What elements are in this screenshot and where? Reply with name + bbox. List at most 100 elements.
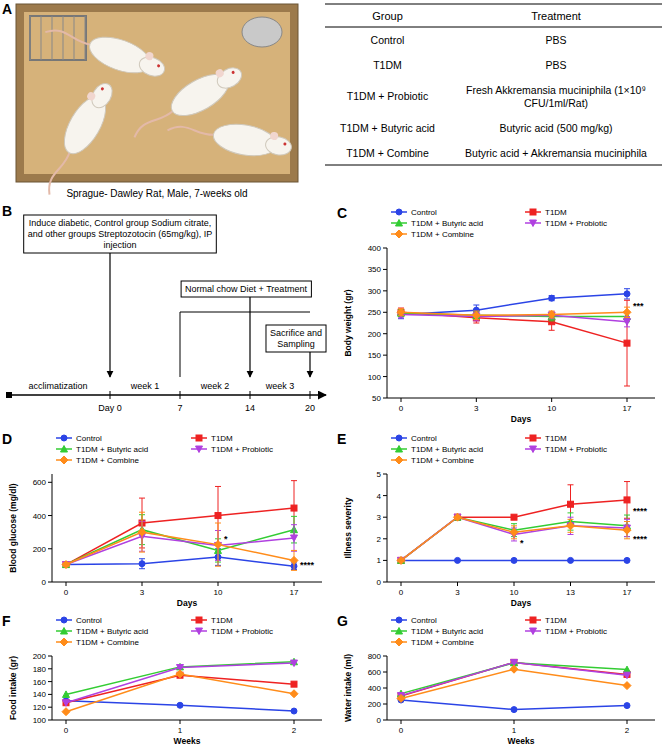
legend-marker bbox=[530, 628, 537, 635]
series bbox=[63, 698, 297, 714]
y-tick bbox=[48, 707, 52, 708]
error-cap bbox=[291, 480, 297, 481]
rat-tail bbox=[131, 108, 176, 137]
rack-bar bbox=[30, 16, 31, 60]
legend-label: T1DM + Combine bbox=[411, 230, 474, 239]
y-tick-label: 50 bbox=[372, 394, 381, 403]
timeline-tick bbox=[250, 391, 251, 399]
table-cell-line: T1DM + Butyric acid bbox=[340, 122, 435, 134]
x-tick-label: 2 bbox=[292, 726, 297, 735]
x-tick bbox=[218, 582, 219, 586]
legend-marker bbox=[396, 617, 402, 623]
table-cell: PBS bbox=[545, 59, 566, 71]
rat-ear bbox=[270, 131, 279, 140]
timeline-arrow bbox=[109, 253, 110, 377]
point bbox=[511, 557, 517, 563]
series bbox=[398, 514, 631, 564]
table-cell: PBS bbox=[545, 34, 566, 46]
table-header: Group bbox=[372, 10, 403, 22]
y-tick-label: 3 bbox=[377, 513, 382, 522]
point bbox=[290, 556, 298, 564]
x-axis-title: Weeks bbox=[508, 736, 535, 746]
legend-label: Control bbox=[411, 434, 437, 443]
series bbox=[398, 289, 630, 319]
x-tick-label: 10 bbox=[214, 588, 223, 597]
y-tick bbox=[383, 290, 387, 291]
error-cap bbox=[624, 481, 630, 482]
y-axis-title: Body weight (gr) bbox=[343, 289, 353, 356]
chart: 100120140160180200012WeeksFood intake (g… bbox=[8, 616, 322, 746]
y-tick bbox=[383, 333, 387, 334]
legend-marker bbox=[396, 628, 403, 635]
legend-marker bbox=[196, 446, 203, 453]
legend-marker bbox=[530, 617, 536, 623]
legend-marker bbox=[60, 638, 68, 646]
point bbox=[290, 690, 298, 698]
y-tick bbox=[48, 515, 52, 516]
x-axis-title: Weeks bbox=[174, 736, 201, 746]
series-line bbox=[66, 530, 294, 565]
legend-label: T1DM + Combine bbox=[76, 456, 139, 465]
error-cap bbox=[139, 498, 145, 499]
x-tick bbox=[457, 582, 458, 586]
error-cap bbox=[568, 532, 574, 533]
error-bar bbox=[568, 517, 574, 534]
series-line bbox=[66, 532, 294, 564]
series bbox=[397, 513, 631, 564]
x-tick bbox=[627, 720, 628, 724]
series bbox=[398, 697, 630, 713]
x-tick bbox=[66, 582, 67, 586]
error-bar bbox=[215, 523, 221, 566]
point bbox=[472, 311, 480, 319]
error-bar bbox=[624, 317, 630, 327]
y-tick-label: 150 bbox=[368, 351, 382, 360]
x-axis-title: Days bbox=[511, 598, 532, 608]
point bbox=[511, 514, 517, 520]
rat bbox=[166, 112, 294, 163]
point bbox=[63, 562, 70, 569]
y-axis bbox=[52, 474, 53, 582]
timeline-span bbox=[180, 312, 310, 313]
error-bar bbox=[398, 308, 404, 317]
error-cap bbox=[624, 386, 630, 387]
error-bar bbox=[624, 300, 630, 386]
series bbox=[63, 660, 298, 706]
legend-label: Control bbox=[411, 616, 437, 625]
timeline-box-text-line: Induce diabetic, Control group Sodium ci… bbox=[29, 218, 212, 228]
rat-eye bbox=[157, 64, 161, 68]
panel-letter: E bbox=[337, 431, 346, 447]
x-tick bbox=[476, 398, 477, 402]
timeline-phase: acclimatization bbox=[28, 381, 87, 391]
legend-marker bbox=[61, 617, 67, 623]
error-bar bbox=[473, 312, 479, 319]
timeline-phase: week 2 bbox=[200, 381, 230, 391]
point bbox=[624, 666, 631, 673]
point bbox=[398, 309, 404, 315]
x-tick-label: 0 bbox=[399, 726, 404, 735]
series-line bbox=[66, 557, 294, 566]
y-tick-label: 0 bbox=[42, 578, 47, 587]
plot-data bbox=[397, 482, 631, 565]
timeline-box bbox=[181, 281, 311, 297]
y-tick-label: 400 bbox=[368, 244, 382, 253]
table: GroupTreatmentControlPBST1DMPBST1DM + Pr… bbox=[325, 4, 662, 165]
plot-data bbox=[62, 658, 298, 715]
legend-marker bbox=[61, 628, 68, 635]
point bbox=[215, 513, 221, 519]
rack-bar bbox=[85, 16, 86, 60]
y-tick-label: 400 bbox=[368, 684, 382, 693]
legend-label: Control bbox=[76, 616, 102, 625]
x-tick bbox=[627, 398, 628, 402]
significance: *** bbox=[633, 301, 644, 311]
table-rule bbox=[325, 165, 662, 166]
point bbox=[397, 694, 405, 702]
legend-marker bbox=[396, 435, 402, 441]
timeline-box-text: Normal chow Diet + Treatment bbox=[185, 284, 307, 294]
timeline-box bbox=[24, 215, 217, 253]
error-bar bbox=[624, 515, 630, 537]
series bbox=[63, 481, 297, 568]
legend-label: T1DM + Probiotic bbox=[545, 627, 607, 636]
x-axis bbox=[387, 398, 655, 399]
point bbox=[623, 526, 631, 534]
point bbox=[291, 681, 297, 687]
